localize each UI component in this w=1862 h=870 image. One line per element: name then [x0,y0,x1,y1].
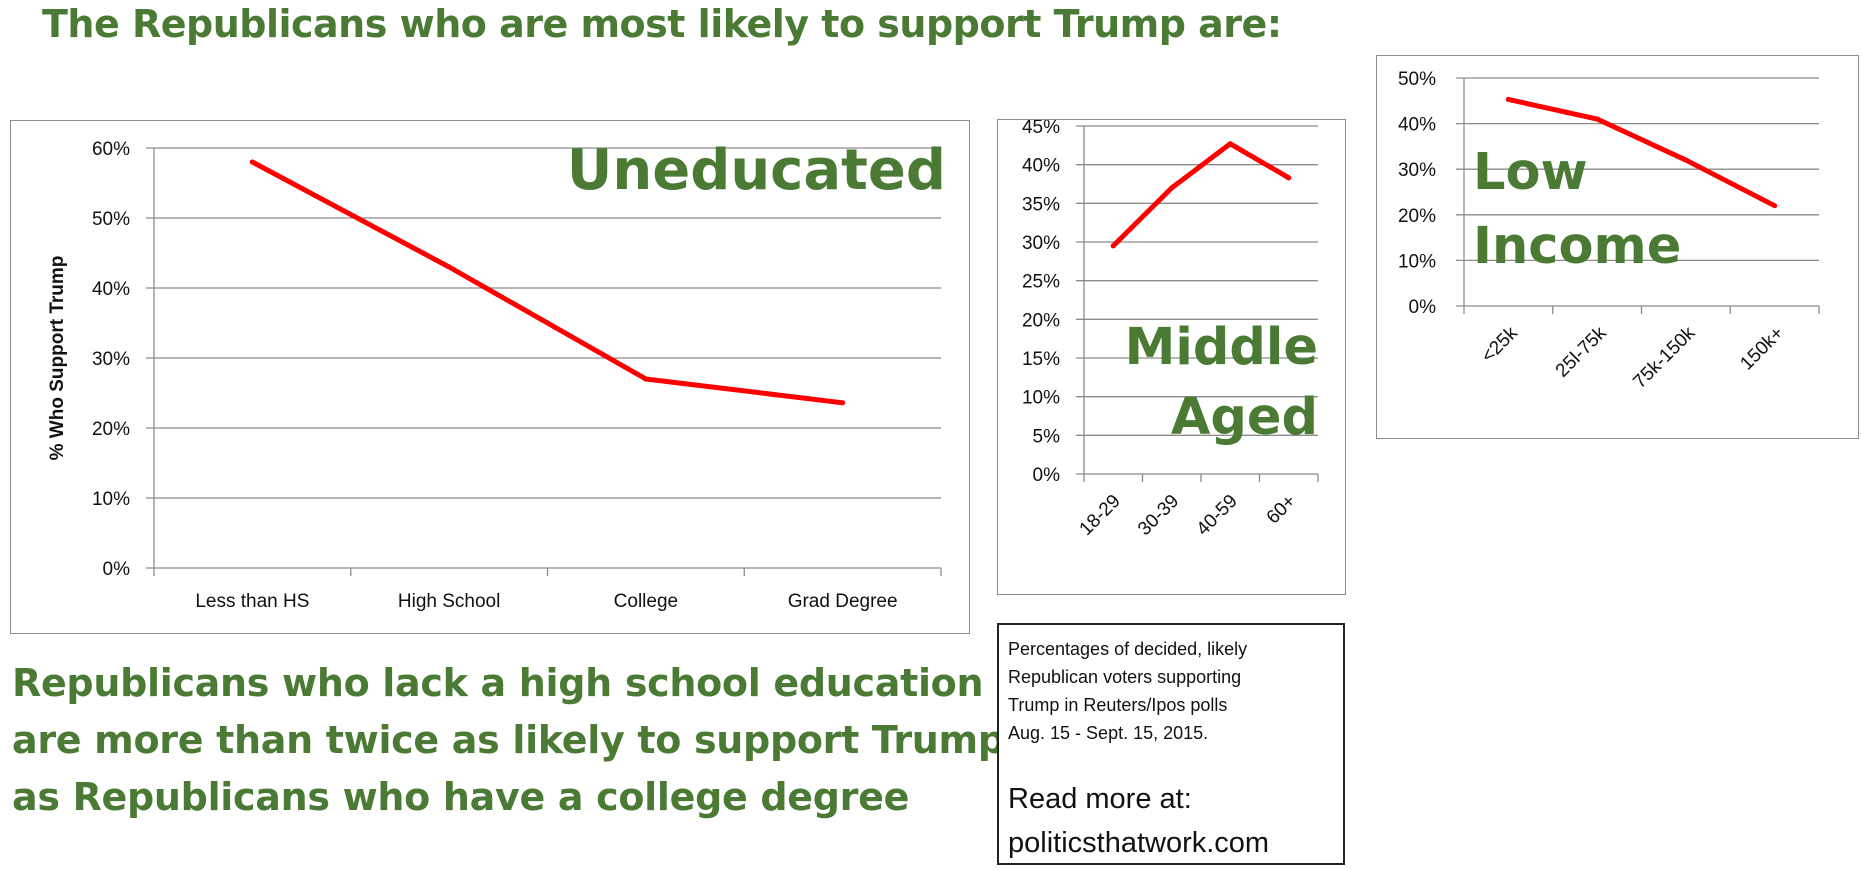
headline: The Republicans who are most likely to s… [42,2,1282,46]
income-chart: 0% 10% 20% 30% 40% 50% <25k 25l-75k 75k-150k 150k… [1398,69,1820,393]
data-point [643,376,649,382]
x-category-label: High School [398,591,500,612]
x-category-label: 25l-75k [1552,322,1611,381]
y-tick-label: 30% [1398,160,1436,181]
y-tick-label: 40% [1398,115,1436,136]
y-tick-label: 45% [1022,120,1060,138]
source-line: Trump in Reuters/Ipos polls [1008,695,1228,715]
y-tick-label: 10% [1022,388,1060,409]
chart-title-line: Income [1473,217,1681,276]
data-point [1286,175,1292,181]
chart-title-line: Aged [1171,388,1318,447]
read-more: Read more at: politicsthatwork.com [1008,777,1269,865]
y-tick-label: 20% [1022,310,1060,331]
y-tick-label: 25% [1022,272,1060,293]
income-chart-panel: 0% 10% 20% 30% 40% 50% <25k 25l-75k 75k-150k 150k… [1376,55,1859,439]
x-category-label: 40-59 [1193,491,1242,540]
data-point [1772,203,1778,209]
data-point [1683,157,1689,163]
age-chart-panel: 0% 5% 10% 15% 20% 25% 30% 35% 40% 45% 18-29 30-39 40… [997,119,1346,595]
y-tick-label: 0% [103,559,131,580]
y-axis-title: % Who Support Trump [47,256,68,461]
y-tick-label: 15% [1022,349,1060,370]
caption-line: Republicans who lack a high school educa… [12,661,984,705]
caption: Republicans who lack a high school educa… [12,655,1005,826]
data-series-line [1505,96,1778,209]
chart-title-line: Low [1473,143,1588,202]
x-category-label: 60+ [1263,491,1301,529]
source-line: Aug. 15 - Sept. 15, 2015. [1008,723,1209,743]
source-note: Percentages of decided, likely Republica… [997,623,1345,865]
y-tick-label: 0% [1033,465,1061,486]
age-chart: 0% 5% 10% 15% 20% 25% 30% 35% 40% 45% 18-29 30-39 40… [1022,120,1319,540]
x-category-label: <25k [1478,322,1523,367]
data-point [1227,141,1233,147]
y-tick-label: 10% [92,489,130,510]
data-point [1110,243,1116,249]
chart-title-line: Middle [1125,318,1318,377]
caption-line: are more than twice as likely to support… [12,718,1005,762]
y-tick-label: 30% [92,349,130,370]
y-tick-label: 5% [1033,426,1061,447]
y-tick-label: 30% [1022,233,1060,254]
y-tick-label: 10% [1398,251,1436,272]
data-point [1505,96,1511,102]
y-tick-label: 0% [1409,297,1437,318]
education-chart: 0% 10% 20% 30% 40% 50% 60% Less than HS High Sch… [47,138,946,612]
data-point [1169,185,1175,191]
caption-line: as Republicans who have a college degree [12,775,910,819]
x-category-label: Grad Degree [788,591,898,612]
read-more-label: Read more at: [1008,783,1192,815]
y-tick-label: 20% [1398,206,1436,227]
source-line: Republican voters supporting [1008,667,1242,687]
source-line: Percentages of decided, likely [1008,639,1248,659]
y-tick-label: 60% [92,139,130,160]
data-point [840,400,846,406]
y-tick-label: 40% [92,279,130,300]
x-category-label: 150k+ [1736,323,1788,375]
y-tick-label: 50% [92,209,130,230]
chart-title: Uneducated [567,138,946,203]
data-point [446,264,452,270]
y-tick-label: 40% [1022,156,1060,177]
data-series-line [1110,141,1292,249]
education-chart-panel: 0% 10% 20% 30% 40% 50% 60% Less than HS High Sch… [10,120,970,634]
x-category-label: College [614,591,678,612]
data-point [249,159,255,165]
read-more-link[interactable]: politicsthatwork.com [1008,827,1270,859]
y-tick-label: 35% [1022,194,1060,215]
y-tick-label: 20% [92,419,130,440]
data-series-line [249,159,846,406]
source-description: Percentages of decided, likely Republica… [1008,635,1247,747]
x-category-label: 75k-150k [1629,322,1699,392]
x-category-label: Less than HS [195,591,309,612]
x-category-label: 30-39 [1134,491,1183,540]
x-category-label: 18-29 [1076,491,1125,540]
y-tick-label: 50% [1398,69,1436,90]
data-point [1594,116,1600,122]
